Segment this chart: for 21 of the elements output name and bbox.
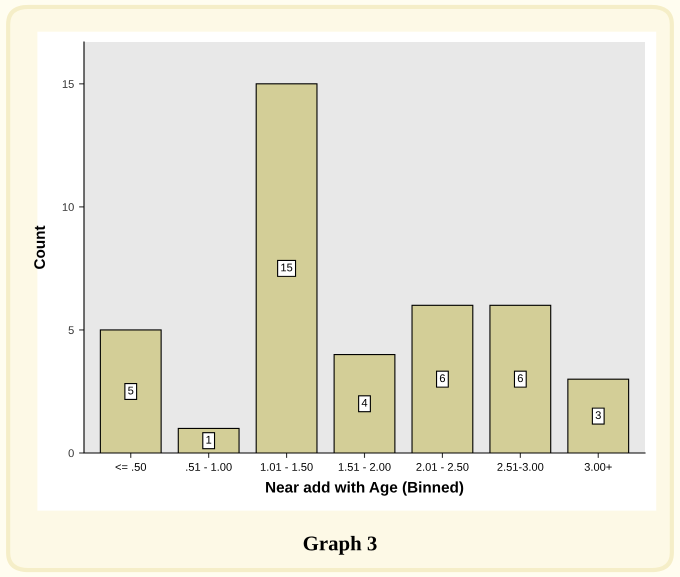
x-tick-label: 2.51-3.00 — [497, 463, 544, 471]
y-axis-title: Count — [34, 226, 46, 269]
y-tick-label: 5 — [68, 326, 74, 334]
x-tick-label: 2.01 - 2.50 — [416, 463, 469, 471]
x-tick-label: .51 - 1.00 — [186, 463, 232, 471]
y-tick-label: 15 — [62, 80, 74, 88]
x-tick-label: 1.01 - 1.50 — [260, 463, 313, 471]
data-label: 6 — [518, 374, 523, 382]
data-label: 15 — [281, 264, 292, 272]
data-label: 1 — [206, 436, 212, 444]
x-tick-label: 3.00+ — [584, 463, 612, 471]
y-tick-label: 10 — [62, 203, 74, 212]
x-axis-title: Near add with Age (Binned) — [266, 481, 464, 496]
data-label: 4 — [362, 399, 368, 407]
data-label: 5 — [128, 386, 134, 394]
data-label: 6 — [440, 374, 446, 382]
x-tick-label: 1.51 - 2.00 — [338, 463, 391, 471]
text: Graph 3 — [304, 536, 377, 555]
data-label: 3 — [596, 411, 601, 420]
y-tick-label: 0 — [68, 449, 74, 458]
x-tick-label: <= .50 — [116, 463, 146, 471]
